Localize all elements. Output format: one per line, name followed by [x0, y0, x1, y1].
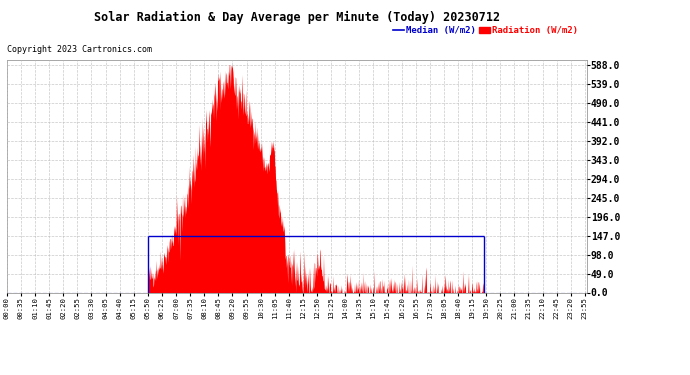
Legend: Median (W/m2), Radiation (W/m2): Median (W/m2), Radiation (W/m2) — [389, 22, 582, 39]
Text: Solar Radiation & Day Average per Minute (Today) 20230712: Solar Radiation & Day Average per Minute… — [94, 11, 500, 24]
Text: Copyright 2023 Cartronics.com: Copyright 2023 Cartronics.com — [7, 45, 152, 54]
